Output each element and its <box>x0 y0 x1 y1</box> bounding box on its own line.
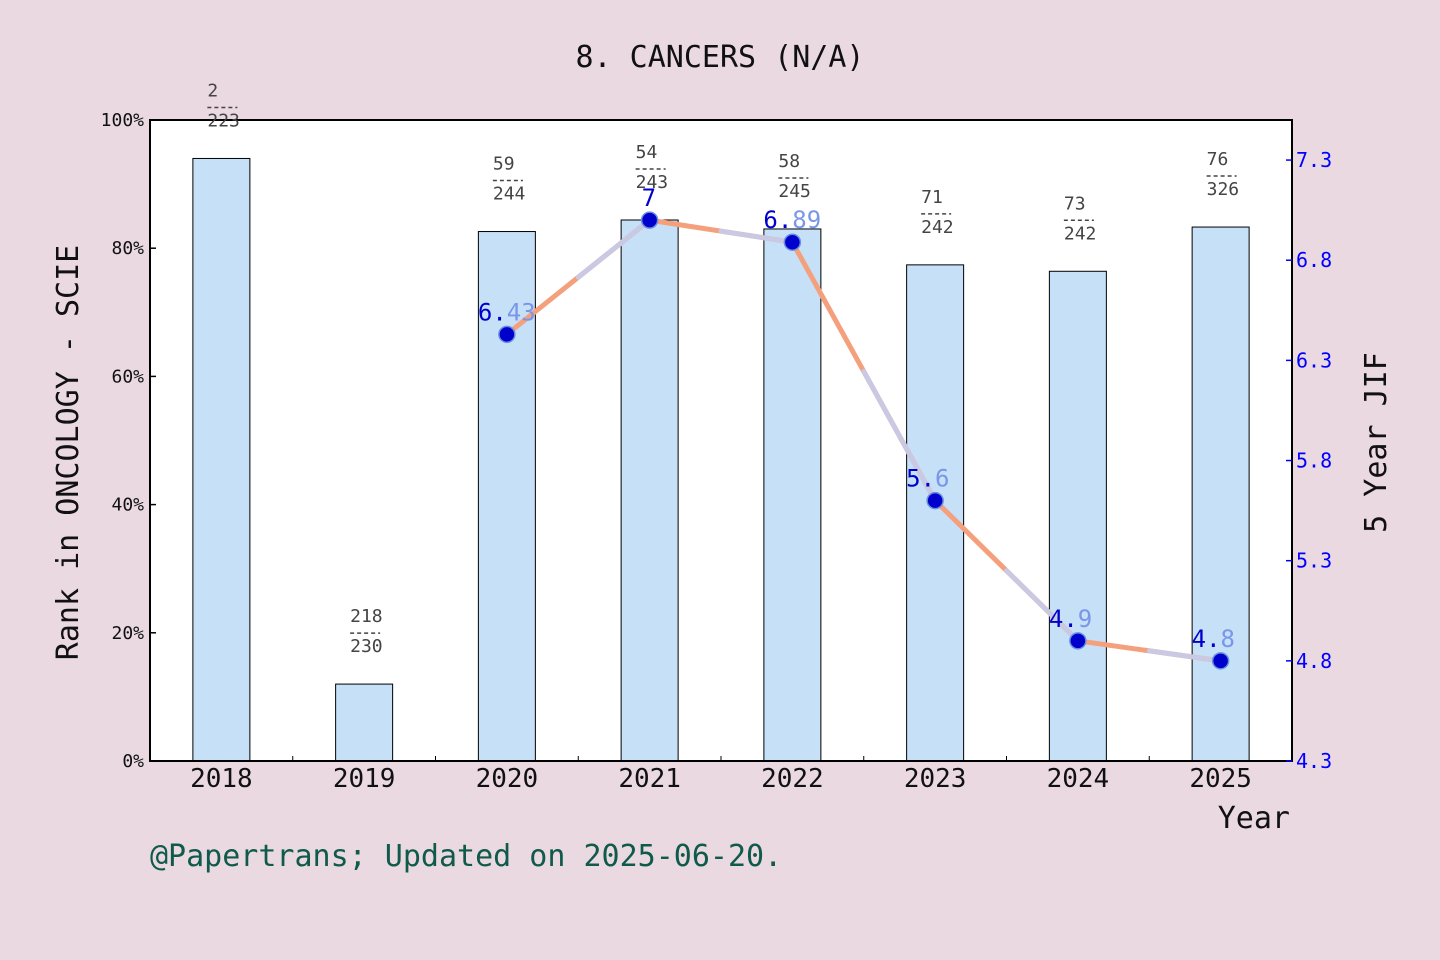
bar-2024 <box>1048 270 1107 762</box>
x-tick-label: 2025 <box>1189 764 1252 794</box>
y-tick-label: 0% <box>122 751 144 772</box>
jif-label-2025: 4.8 <box>1192 625 1235 653</box>
x-tick-label: 2022 <box>761 764 824 794</box>
total-label-2022: 245 <box>778 181 811 202</box>
y-tick-label: 80% <box>111 238 144 259</box>
jif-point-2020 <box>498 325 516 344</box>
rank-label-2019: 218 <box>350 606 383 627</box>
y-axis-label: Rank in ONCOLOGY - SCIE <box>51 245 86 660</box>
total-label-2021: 243 <box>636 172 669 193</box>
y2-tick-label: 6.8 <box>1296 248 1332 272</box>
x-tick-label: 2019 <box>333 764 396 794</box>
rank-label-2025: 76 <box>1207 149 1229 170</box>
total-label-2019: 230 <box>350 636 383 657</box>
jif-point-2021 <box>640 211 659 229</box>
axes-layer: 0% 20% 40% 60% 80% 100% 4.3 4.8 5.3 5.8 6.3 6.8 7.3 2… <box>101 110 1332 794</box>
rank-label-2018: 2 <box>207 80 218 101</box>
y-tick-label: 60% <box>111 366 144 387</box>
x-tick-label: 2020 <box>476 764 539 794</box>
x-axis-label: Year <box>1218 801 1290 836</box>
y2-tick-label: 4.8 <box>1296 649 1332 673</box>
rank-label-2022: 58 <box>778 151 800 172</box>
jif-line-segment <box>575 217 653 280</box>
x-tick-label: 2023 <box>904 764 967 794</box>
bars-layer <box>192 157 1250 762</box>
y-tick-label: 20% <box>111 623 144 644</box>
bar-2018 <box>192 157 251 762</box>
y-tick-label: 40% <box>111 495 144 516</box>
y-tick-label: 100% <box>101 110 145 131</box>
rank-label-2024: 73 <box>1064 193 1086 214</box>
total-label-2020: 244 <box>493 184 526 205</box>
jif-point-2024 <box>1069 632 1087 650</box>
jif-label-2020: 6.43 <box>478 298 536 326</box>
jif-line-segment <box>718 228 795 245</box>
x-tick-label: 2021 <box>618 764 681 794</box>
x-tick-label: 2024 <box>1047 764 1110 794</box>
y2-tick-label: 4.3 <box>1296 749 1332 773</box>
jif-line-segment <box>861 368 938 504</box>
jif-point-2025 <box>1211 652 1230 670</box>
bar-2025 <box>1191 226 1250 762</box>
jif-point-2023 <box>926 491 944 510</box>
footer-credit: @Papertrans; Updated on 2025-06-20. <box>150 839 782 874</box>
y2-tick-label: 5.8 <box>1296 449 1332 473</box>
total-label-2023: 242 <box>921 217 954 238</box>
jif-label-2023: 5.6 <box>906 465 949 493</box>
bar-2022 <box>763 228 822 762</box>
x-tick-label: 2018 <box>190 764 253 794</box>
total-label-2025: 326 <box>1207 179 1240 200</box>
chart-title: 8. CANCERS (N/A) <box>576 40 865 75</box>
jif-line-segment <box>1146 648 1224 664</box>
jif-label-2021: 7 <box>642 184 656 212</box>
y2-tick-label: 6.3 <box>1296 348 1332 372</box>
rank-label-2020: 59 <box>493 154 515 175</box>
rank-label-2021: 54 <box>636 142 658 163</box>
jif-label-2024: 4.9 <box>1049 605 1092 633</box>
bar-2019 <box>335 683 394 762</box>
labels-layer: 2 223 218 230 59 244 54 243 58 245 71 242 73 242 76 326… <box>207 80 1239 657</box>
line-layer <box>498 211 1230 670</box>
y2-axis-label: 5 Year JIF <box>1359 352 1394 533</box>
y2-tick-label: 5.3 <box>1296 549 1332 573</box>
jif-point-2022 <box>783 233 802 251</box>
jif-label-2022: 6.89 <box>763 206 821 234</box>
y2-tick-label: 7.3 <box>1296 148 1332 172</box>
total-label-2018: 223 <box>207 110 240 131</box>
bar-2023 <box>906 264 965 762</box>
rank-label-2023: 71 <box>921 187 943 208</box>
plot-area <box>150 120 1292 761</box>
total-label-2024: 242 <box>1064 223 1097 244</box>
bar-2021 <box>620 219 679 762</box>
jif-line-segment <box>1004 568 1081 644</box>
